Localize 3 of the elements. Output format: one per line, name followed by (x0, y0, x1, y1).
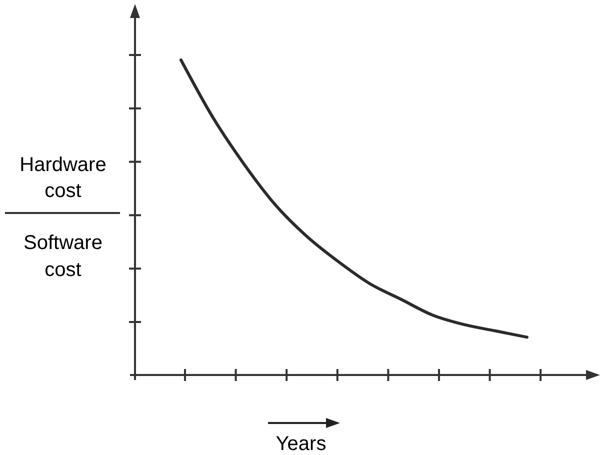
x-axis-title: Years (276, 433, 326, 455)
y-axis-title: Hardware cost (20, 154, 106, 202)
text: Software cost (24, 232, 102, 281)
